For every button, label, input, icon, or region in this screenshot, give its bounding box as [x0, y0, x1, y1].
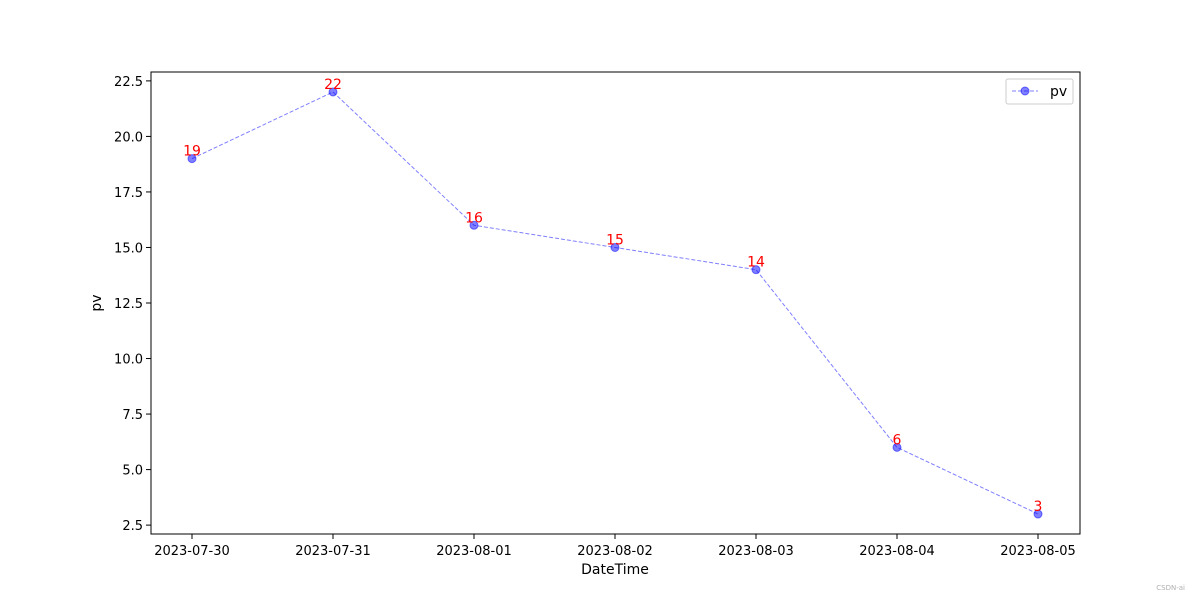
plot-area	[150, 71, 1081, 535]
y-tick-label: 7.5	[122, 408, 143, 423]
y-tick-label: 10.0	[114, 353, 143, 368]
data-label: 14	[747, 255, 765, 271]
y-axis: 2.5 5.0 7.5 10.0 12.5 15.0 17.5 20.0 22.5	[114, 75, 151, 534]
x-axis-title: DateTime	[581, 562, 649, 578]
series-layer	[187, 87, 1043, 519]
legend-box	[1005, 78, 1074, 105]
data-point	[187, 154, 197, 164]
data-label: 15	[606, 232, 624, 248]
y-tick-label: 20.0	[114, 130, 143, 145]
x-tick-label: 2023-08-01	[436, 544, 512, 559]
data-label: 19	[183, 144, 201, 160]
legend: pv	[1005, 78, 1074, 105]
data-label: 22	[324, 77, 342, 93]
y-axis-title: pv	[89, 294, 105, 311]
x-axis: 2023-07-30 2023-07-31 2023-08-01 2023-08-02…	[154, 534, 1076, 559]
data-label: 6	[893, 432, 902, 448]
x-tick-label: 2023-08-04	[859, 544, 935, 559]
data-label: 16	[465, 210, 483, 226]
x-tick-label: 2023-07-30	[154, 544, 230, 559]
data-label: 3	[1034, 499, 1043, 515]
legend-label: pv	[1050, 84, 1067, 100]
y-tick-label: 2.5	[122, 519, 143, 534]
data-point	[892, 442, 902, 452]
x-tick-label: 2023-08-02	[577, 544, 653, 559]
data-point	[469, 220, 479, 230]
data-labels: 19 22 16 15 14 6 3	[183, 77, 1042, 515]
data-point	[328, 87, 338, 97]
y-tick-label: 5.0	[122, 464, 143, 479]
data-point	[751, 265, 761, 275]
x-tick-label: 2023-08-03	[718, 544, 794, 559]
legend-marker-swatch	[1020, 86, 1030, 96]
x-tick-label: 2023-08-05	[1000, 544, 1076, 559]
watermark: CSDN-ai	[1156, 584, 1185, 592]
data-point	[1033, 509, 1043, 519]
data-point	[610, 242, 620, 252]
y-tick-label: 17.5	[114, 186, 143, 201]
y-tick-label: 15.0	[114, 241, 143, 256]
y-tick-label: 22.5	[114, 75, 143, 90]
y-tick-label: 12.5	[114, 297, 143, 312]
x-tick-label: 2023-07-31	[295, 544, 371, 559]
